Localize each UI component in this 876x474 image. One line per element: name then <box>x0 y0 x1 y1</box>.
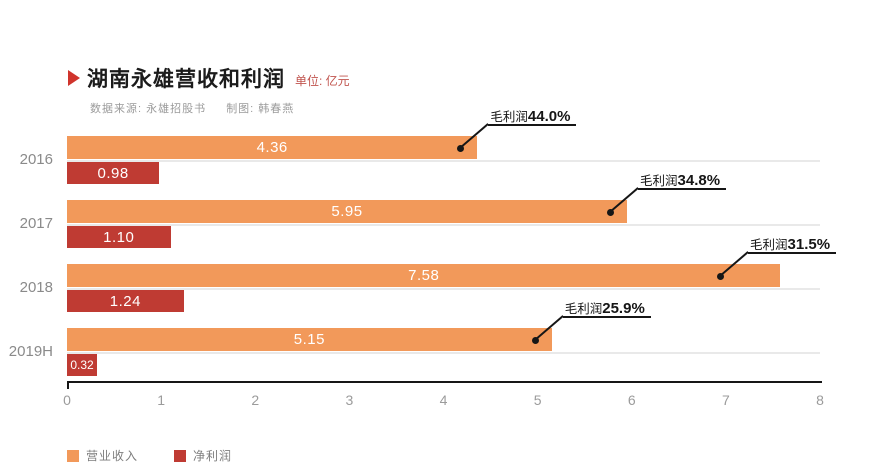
row-baseline <box>67 288 820 290</box>
x-tick-label: 8 <box>816 392 824 408</box>
profit-value-label: 0.32 <box>70 358 94 372</box>
annotation-percent: 31.5% <box>787 236 831 253</box>
annotation-prefix: 毛利润 <box>490 110 528 124</box>
annotation-underline <box>748 252 836 254</box>
row-baseline <box>67 224 820 226</box>
category-label: 2019H <box>8 343 53 360</box>
category-label: 2016 <box>19 151 53 168</box>
category-label: 2017 <box>19 215 53 232</box>
gross-margin-annotation: 毛利润34.8% <box>640 170 720 190</box>
legend-swatch-icon <box>174 449 187 462</box>
profit-bar: 0.98 <box>67 162 160 184</box>
x-tick-label: 6 <box>627 392 636 408</box>
legend-item: 净利润 <box>174 447 232 464</box>
legend: 营业收入 净利润 <box>67 447 268 464</box>
annotation-prefix: 毛利润 <box>640 174 678 188</box>
annotation-percent: 25.9% <box>602 300 645 317</box>
revenue-bar: 7.58 <box>67 264 781 287</box>
profit-value-label: 0.98 <box>97 164 129 182</box>
page-title: 湖南永雄营收和利润 <box>87 68 285 91</box>
x-tick-label: 2 <box>251 392 260 408</box>
revenue-value-label: 4.36 <box>256 139 288 156</box>
revenue-value-label: 5.15 <box>293 331 325 348</box>
x-tick-label: 1 <box>157 392 166 408</box>
annotation-percent: 44.0% <box>527 108 571 125</box>
profit-bar: 1.10 <box>67 226 171 248</box>
title-triangle-icon <box>68 70 80 86</box>
revenue-value-label: 7.58 <box>408 267 440 284</box>
revenue-bar: 4.36 <box>67 136 478 159</box>
revenue-bar: 5.95 <box>67 200 628 223</box>
chart-header: 湖南永雄营收和利润 单位: 亿元 <box>68 63 350 93</box>
author-note: 制图: 韩春燕 <box>226 103 295 115</box>
profit-bar: 0.32 <box>67 354 98 376</box>
category-label: 2018 <box>19 279 53 296</box>
unit-label: 单位: 亿元 <box>295 73 350 88</box>
revenue-value-label: 5.95 <box>331 203 363 220</box>
annotation-dot <box>531 337 539 344</box>
annotation-prefix: 毛利润 <box>564 302 603 316</box>
x-tick-label: 4 <box>439 392 448 408</box>
annotation-underline <box>638 188 727 190</box>
legend-swatch-icon <box>67 449 79 462</box>
annotation-percent: 34.8% <box>677 172 721 189</box>
profit-bar: 1.24 <box>67 290 184 312</box>
revenue-bar: 5.15 <box>67 328 552 351</box>
annotation-dot <box>607 209 615 216</box>
legend-item: 营业收入 <box>67 447 138 464</box>
legend-label: 营业收入 <box>86 449 139 463</box>
gross-margin-annotation: 毛利润31.5% <box>750 234 830 254</box>
x-tick-label: 0 <box>63 392 71 408</box>
annotation-dot <box>717 273 724 280</box>
profit-value-label: 1.24 <box>109 292 141 310</box>
gross-margin-annotation: 毛利润25.9% <box>565 298 645 318</box>
annotation-underline <box>562 316 651 318</box>
row-baseline <box>67 352 820 354</box>
annotation-underline <box>488 124 577 126</box>
profit-value-label: 1.10 <box>103 228 135 246</box>
x-tick-label: 3 <box>345 392 354 408</box>
source-note: 数据来源: 永雄招股书 <box>90 103 207 115</box>
annotation-dot <box>457 145 465 152</box>
chart-subtitle: 数据来源: 永雄招股书 制图: 韩春燕 <box>90 100 310 116</box>
x-tick-label: 7 <box>721 392 730 408</box>
x-tick-label: 5 <box>533 392 542 408</box>
annotation-prefix: 毛利润 <box>750 238 788 252</box>
legend-label: 净利润 <box>193 449 233 463</box>
row-baseline <box>67 160 820 162</box>
gross-margin-annotation: 毛利润44.0% <box>490 106 570 126</box>
x-axis-line <box>67 381 822 383</box>
x-axis-origin-tick <box>67 381 69 389</box>
